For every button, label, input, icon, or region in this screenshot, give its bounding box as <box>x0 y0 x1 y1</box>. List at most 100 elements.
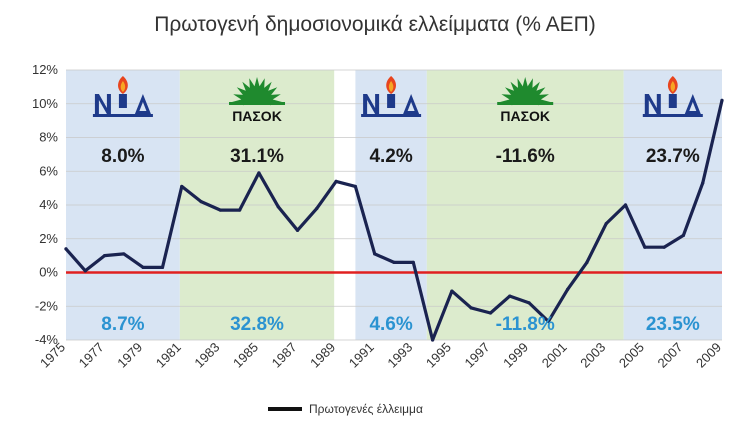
x-tick-label: 1979 <box>114 340 145 371</box>
y-tick-label: 12% <box>32 62 58 77</box>
data-point <box>450 289 454 293</box>
data-point <box>295 228 300 232</box>
x-tick-label: 2005 <box>616 340 647 371</box>
data-point <box>141 265 145 270</box>
data-point <box>469 306 473 310</box>
pasok-logo-icon <box>229 77 286 106</box>
data-point <box>643 245 647 249</box>
y-tick-label: -4% <box>35 332 59 347</box>
pasok-ray <box>501 94 514 102</box>
x-tick-label: 2001 <box>539 340 570 371</box>
y-tick-label: 6% <box>39 163 58 178</box>
pasok-base <box>229 102 286 105</box>
period-bottom-value: 8.7% <box>101 314 144 335</box>
party-label: ΠΑΣΟΚ <box>500 108 550 124</box>
party-label: ΠΑΣΟΚ <box>232 108 282 124</box>
y-tick-label: 2% <box>39 231 58 246</box>
pasok-ray <box>257 78 265 91</box>
pasok-ray <box>233 94 246 102</box>
x-tick-label: 1997 <box>462 340 493 371</box>
nd-base <box>92 114 153 117</box>
x-tick-label: 1985 <box>230 340 261 371</box>
nd-letter-delta <box>684 94 701 114</box>
period-bottom-value: 23.5% <box>646 314 700 335</box>
data-point <box>662 245 666 249</box>
pasok-sun <box>243 88 272 102</box>
x-tick-label: 2007 <box>654 340 685 371</box>
nd-torch <box>118 94 127 108</box>
pasok-ray <box>253 77 261 89</box>
period-bottom-value: 32.8% <box>230 314 284 335</box>
data-point <box>508 294 512 298</box>
data-point <box>585 260 589 264</box>
nd-base <box>642 114 703 117</box>
pasok-logo-icon <box>497 77 554 106</box>
nd-letter-n <box>94 94 111 114</box>
pasok-base <box>497 102 554 105</box>
nd-flame-inner <box>670 81 676 92</box>
legend-label: Πρωτογενές έλλειμμα <box>309 402 423 416</box>
data-point <box>257 171 261 175</box>
data-point <box>64 247 68 251</box>
nd-letter-n <box>644 94 661 114</box>
pasok-ray <box>526 78 533 91</box>
data-point <box>180 184 184 189</box>
data-point <box>681 233 686 237</box>
period-top-value: 4.2% <box>369 146 412 167</box>
y-axis: 12% 10% 8% 6% 4% 2% 0% -2% -4% <box>32 62 58 347</box>
period-top-value: -11.6% <box>496 146 555 167</box>
x-tick-label: 1995 <box>423 340 454 371</box>
data-point <box>238 208 242 212</box>
data-point <box>160 265 165 270</box>
series-layer <box>64 98 724 342</box>
x-tick-label: 1977 <box>76 340 107 371</box>
data-point <box>373 252 377 256</box>
data-point <box>623 203 628 207</box>
data-point <box>218 208 222 212</box>
period-top-value: 23.7% <box>646 146 700 167</box>
data-point <box>701 181 705 185</box>
nd-letter-n <box>363 94 380 114</box>
nd-base <box>361 114 422 117</box>
data-point <box>720 98 724 102</box>
x-tick-label: 1987 <box>269 340 300 371</box>
data-point <box>122 252 126 256</box>
pasok-sun <box>511 88 540 102</box>
period-top-value: 31.1% <box>230 146 284 167</box>
pasok-ray <box>522 77 529 89</box>
data-point <box>566 287 570 291</box>
nd-logo-icon <box>361 76 422 117</box>
nd-logo-icon <box>92 76 153 117</box>
data-point <box>315 206 319 210</box>
period-bottom-value: -11.8% <box>496 314 555 335</box>
y-tick-label: -2% <box>35 298 59 313</box>
y-tick-label: 8% <box>39 130 58 145</box>
x-axis: 1975 1977 1979 1981 1983 1985 1987 1989 1991 1993… <box>37 340 724 371</box>
nd-flame-inner <box>120 81 126 92</box>
nd-torch <box>668 94 677 108</box>
nd-logo-icon <box>642 76 703 117</box>
period-bottom-value: 4.6% <box>369 314 412 335</box>
nd-torch <box>387 94 396 108</box>
y-tick-label: 4% <box>39 197 58 212</box>
x-tick-label: 1989 <box>307 340 338 371</box>
x-tick-label: 1993 <box>384 340 415 371</box>
period-annotations: 8.0% 8.7% ΠΑΣΟΚ 31.1% 32.8% 4.2% 4.6% ΠΑΣΟΚ -11.… <box>92 76 703 335</box>
x-tick-label: 1991 <box>346 340 377 371</box>
y-tick-label: 10% <box>32 96 58 111</box>
data-point <box>276 205 280 209</box>
data-point <box>392 260 396 264</box>
data-point <box>527 301 531 305</box>
data-point <box>488 311 493 315</box>
x-tick-label: 2003 <box>577 340 608 371</box>
data-point <box>546 319 550 324</box>
data-point <box>83 269 87 273</box>
chart-title: Πρωτογενή δημοσιονομικά ελλείμματα (% ΑΕ… <box>154 13 596 36</box>
data-point <box>430 338 435 342</box>
nd-flame-inner <box>388 81 394 92</box>
nd-letter-delta <box>403 94 420 114</box>
data-point <box>199 200 203 204</box>
y-tick-label: 0% <box>39 265 58 280</box>
data-point <box>334 179 338 183</box>
